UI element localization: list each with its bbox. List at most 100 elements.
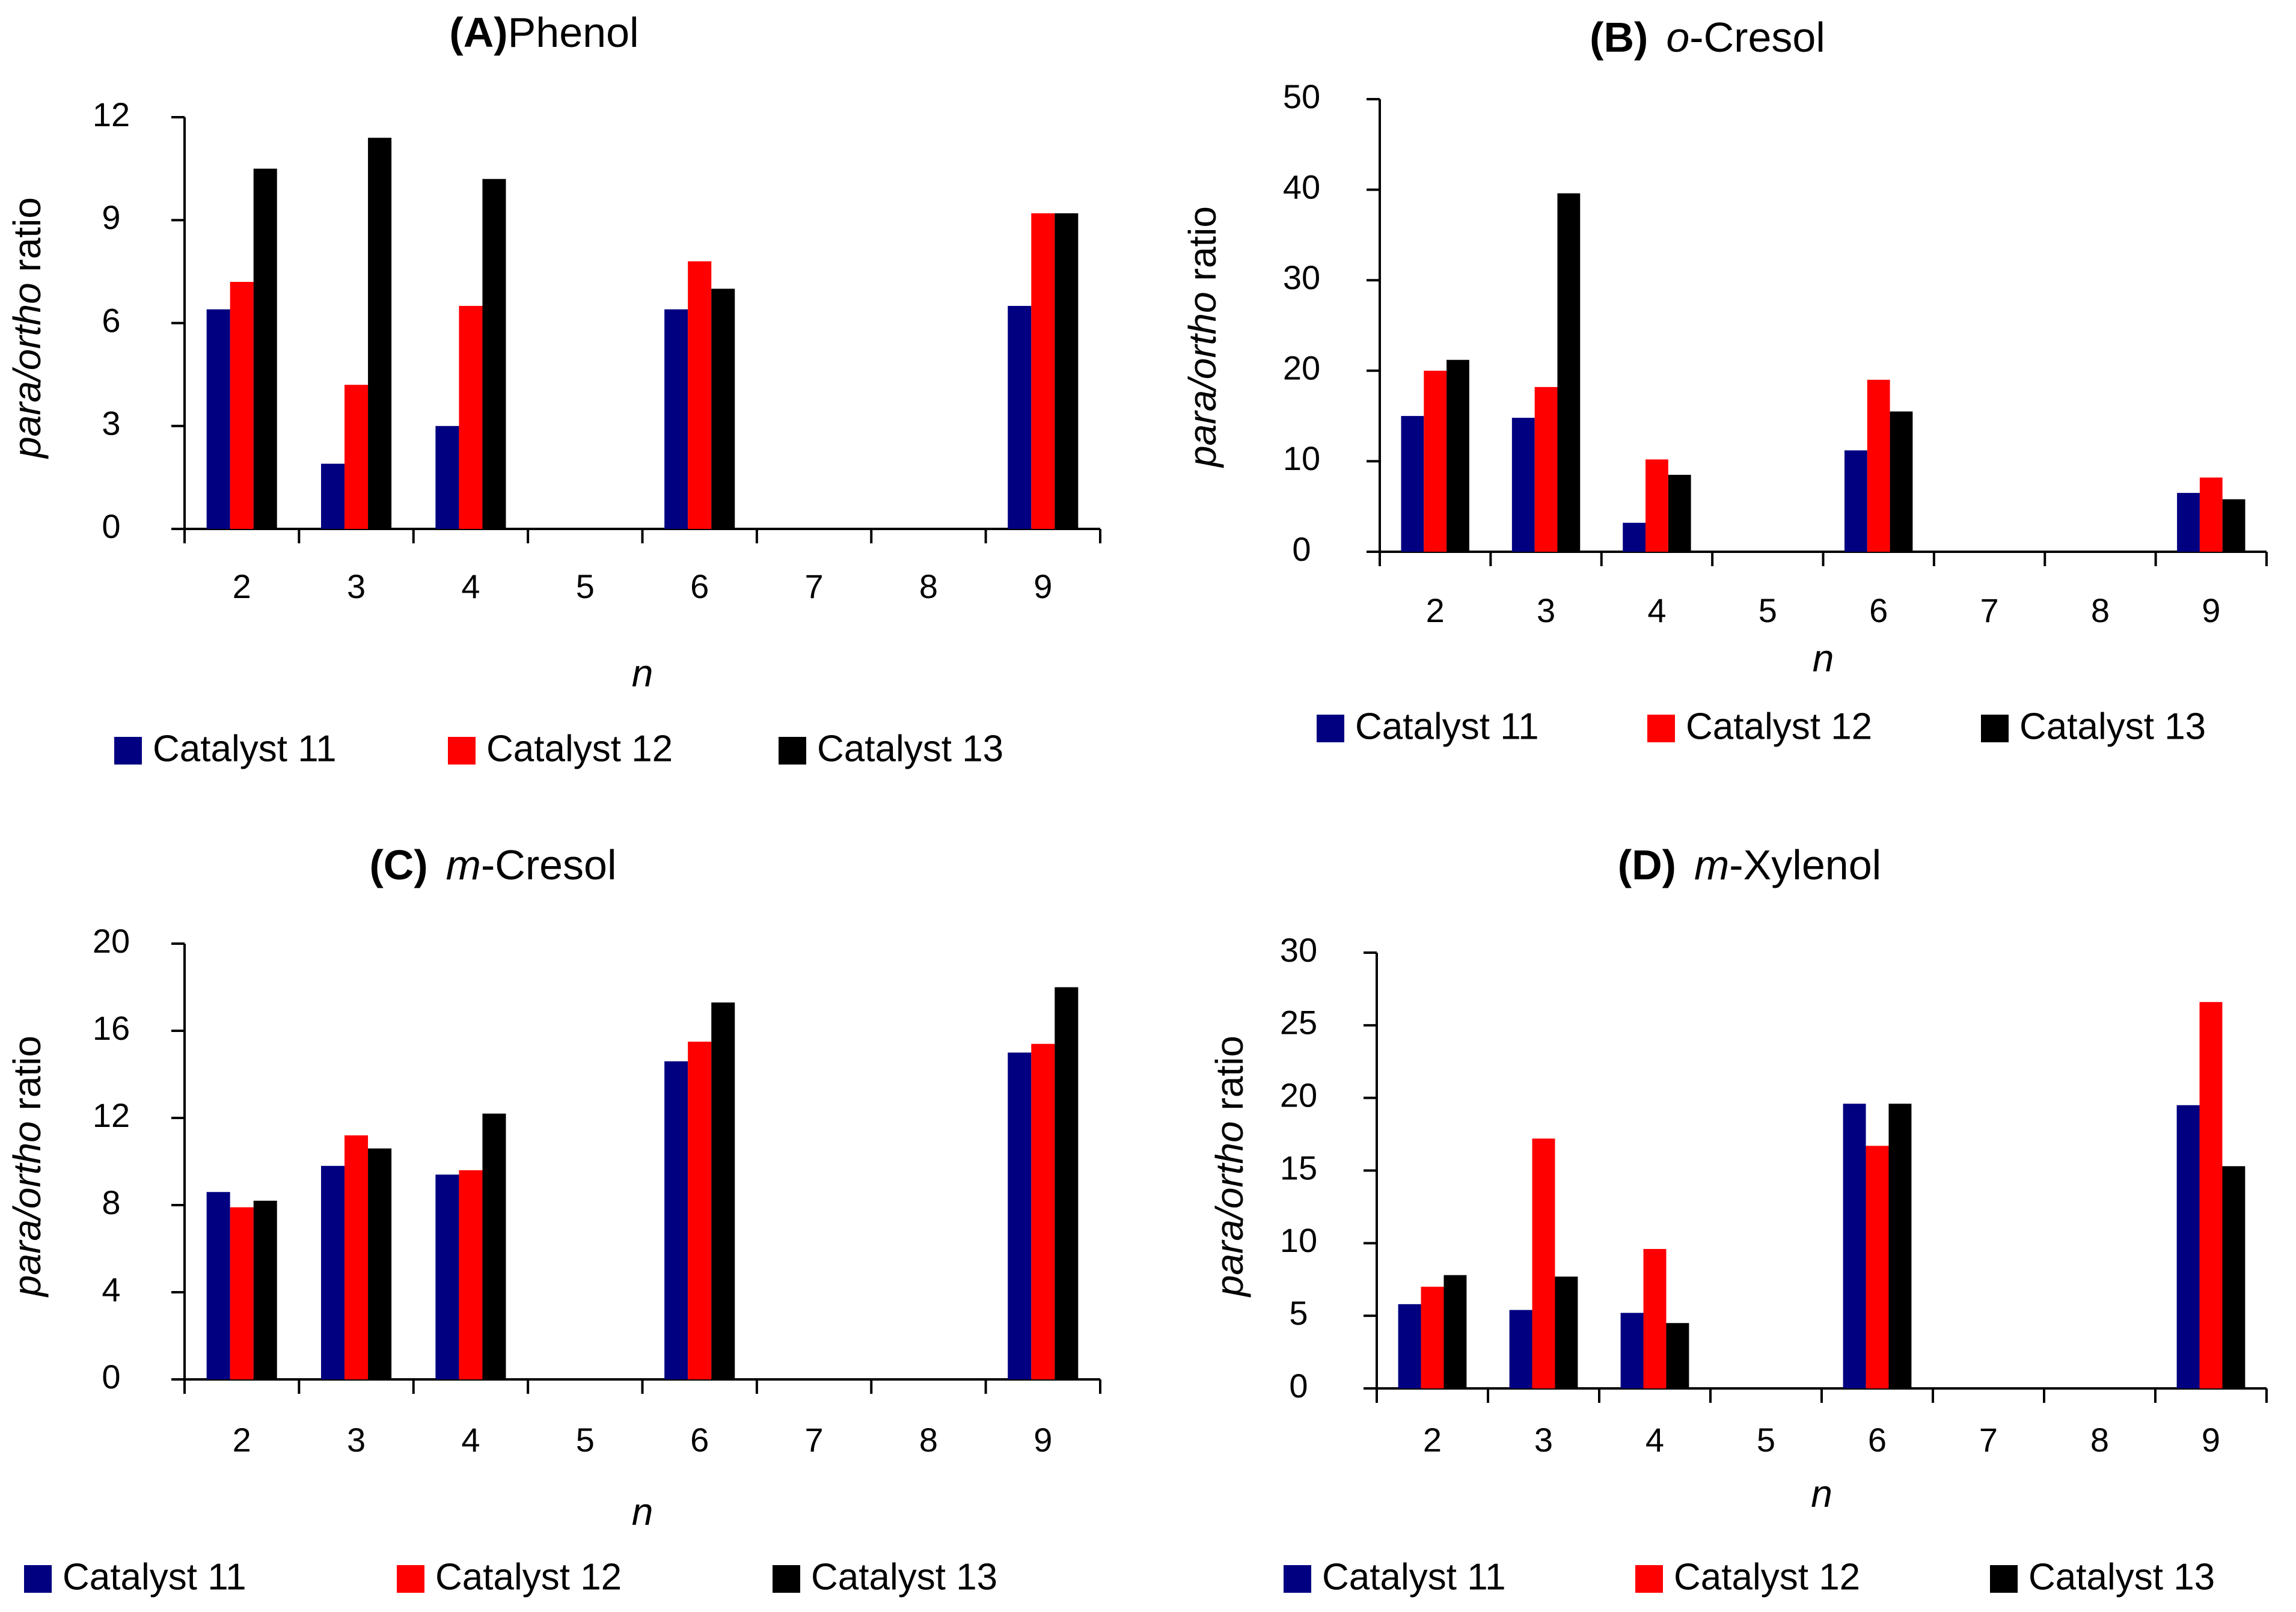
- bar-catalyst-11-n9: [2176, 1105, 2200, 1388]
- bar-catalyst-11-n4: [435, 426, 459, 529]
- bar-catalyst-11-n3: [1509, 1310, 1532, 1388]
- title-italic-prefix: m: [446, 841, 481, 888]
- x-tick-label: 8: [2091, 591, 2110, 629]
- chart-title: (C) m-Cresol: [369, 841, 616, 888]
- bar-catalyst-11-n6: [664, 309, 688, 529]
- chart-title: (B) o-Cresol: [1590, 14, 1825, 61]
- x-tick-label: 9: [1033, 567, 1052, 605]
- bar-catalyst-13-n4: [482, 179, 506, 529]
- bar-catalyst-13-n6: [711, 289, 735, 529]
- chart-panel-1: (A)Phenol 0 3 6 9 12 para/ortho ratio 2 3 4 5 6 7 8 9 n…: [5, 9, 1101, 769]
- legend-swatch: [114, 737, 142, 765]
- x-tick-label: 3: [1534, 1421, 1553, 1459]
- y-tick-label: 10: [1280, 1221, 1317, 1259]
- bar-catalyst-11-n9: [2177, 493, 2200, 552]
- x-tick-label: 4: [1647, 591, 1666, 629]
- bar-catalyst-11-n9: [1008, 1052, 1032, 1379]
- legend-swatch: [397, 1565, 424, 1593]
- y-tick-label: 10: [1283, 439, 1320, 477]
- chart-title: (A)Phenol: [449, 9, 638, 56]
- legend-swatch: [1981, 715, 2009, 742]
- x-tick-label: 8: [2090, 1421, 2109, 1459]
- y-tick-label: 4: [102, 1271, 120, 1308]
- title-italic-prefix: m: [1694, 841, 1729, 888]
- legend-swatch: [1284, 1565, 1311, 1593]
- bar-catalyst-13-n4: [1668, 474, 1691, 552]
- y-tick-label: 9: [102, 198, 120, 236]
- legend-swatch: [24, 1565, 52, 1593]
- x-axis-label: n: [1811, 1472, 1832, 1515]
- panel-label: (D): [1618, 841, 1676, 888]
- panel-label: (A): [449, 9, 507, 56]
- x-tick-label: 8: [919, 567, 938, 605]
- bar-catalyst-13-n4: [482, 1113, 506, 1379]
- bar-catalyst-12-n6: [1866, 1146, 1889, 1388]
- panel-label: (C): [369, 841, 427, 888]
- legend-swatch: [1990, 1565, 2018, 1593]
- bar-catalyst-11-n9: [1008, 305, 1032, 529]
- bar-catalyst-13-n9: [1055, 213, 1079, 529]
- bar-catalyst-13-n2: [253, 168, 277, 529]
- bar-catalyst-11-n6: [1843, 1104, 1866, 1388]
- bar-catalyst-12-n4: [1645, 459, 1668, 552]
- legend-label: Catalyst 12: [1674, 1556, 1860, 1598]
- bar-catalyst-13-n9: [2222, 1166, 2245, 1388]
- legend-label: Catalyst 12: [435, 1556, 622, 1598]
- bar-catalyst-11-n4: [1623, 522, 1646, 552]
- x-tick-label: 6: [690, 567, 709, 605]
- y-tick-label: 3: [102, 405, 120, 442]
- y-tick-label: 20: [1280, 1076, 1317, 1114]
- x-axis-label: n: [632, 1490, 654, 1533]
- y-tick-label: 20: [1283, 349, 1320, 387]
- x-tick-label: 4: [1645, 1421, 1664, 1459]
- y-tick-label: 16: [93, 1009, 130, 1047]
- legend-swatch: [773, 1565, 800, 1593]
- y-tick-label: 8: [102, 1183, 120, 1221]
- y-tick-label: 6: [102, 301, 120, 339]
- x-tick-label: 2: [1426, 591, 1445, 629]
- x-tick-label: 5: [1757, 1421, 1775, 1459]
- x-tick-label: 7: [804, 567, 823, 605]
- y-tick-label: 12: [93, 96, 130, 133]
- bar-catalyst-12-n2: [1421, 1286, 1444, 1388]
- bar-catalyst-12-n3: [344, 1135, 369, 1379]
- bar-catalyst-11-n2: [1398, 1304, 1421, 1388]
- y-tick-label: 5: [1289, 1294, 1308, 1332]
- bar-catalyst-13-n3: [368, 1148, 392, 1379]
- legend-label: Catalyst 11: [153, 728, 337, 769]
- bar-catalyst-13-n2: [253, 1200, 277, 1379]
- bar-catalyst-11-n3: [321, 463, 345, 529]
- y-tick-label: 20: [93, 922, 130, 960]
- y-axis-label: para/ortho ratio: [1181, 206, 1224, 468]
- bar-catalyst-13-n6: [711, 1002, 735, 1379]
- bar-catalyst-11-n2: [1401, 416, 1424, 552]
- x-tick-label: 2: [233, 1421, 251, 1459]
- y-tick-label: 30: [1280, 931, 1317, 969]
- bar-catalyst-11-n6: [664, 1061, 688, 1379]
- bar-catalyst-13-n3: [1557, 193, 1581, 552]
- bar-catalyst-13-n2: [1443, 1275, 1467, 1388]
- bar-catalyst-12-n2: [1424, 370, 1447, 552]
- bar-catalyst-11-n3: [1511, 418, 1535, 552]
- bar-catalyst-12-n4: [459, 305, 483, 529]
- bar-catalyst-12-n3: [344, 385, 369, 529]
- y-tick-label: 40: [1283, 168, 1320, 206]
- bar-catalyst-13-n6: [1888, 1104, 1912, 1388]
- x-tick-label: 4: [461, 1421, 480, 1459]
- bar-catalyst-12-n3: [1532, 1138, 1555, 1388]
- y-tick-label: 0: [102, 1358, 120, 1396]
- bar-catalyst-12-n3: [1534, 386, 1558, 552]
- y-tick-label: 0: [102, 507, 120, 545]
- bar-catalyst-12-n6: [1867, 379, 1890, 552]
- x-tick-label: 5: [576, 1421, 595, 1459]
- legend-label: Catalyst 11: [63, 1556, 246, 1598]
- bar-catalyst-12-n9: [1031, 1043, 1055, 1379]
- y-axis-label: para/ortho ratio: [1208, 1036, 1251, 1298]
- legend-label: Catalyst 11: [1355, 706, 1539, 747]
- bar-catalyst-13-n2: [1446, 359, 1469, 552]
- x-tick-label: 3: [347, 567, 366, 605]
- x-tick-label: 5: [1759, 591, 1777, 629]
- x-tick-label: 9: [1033, 1421, 1052, 1459]
- x-tick-label: 9: [2202, 1421, 2220, 1459]
